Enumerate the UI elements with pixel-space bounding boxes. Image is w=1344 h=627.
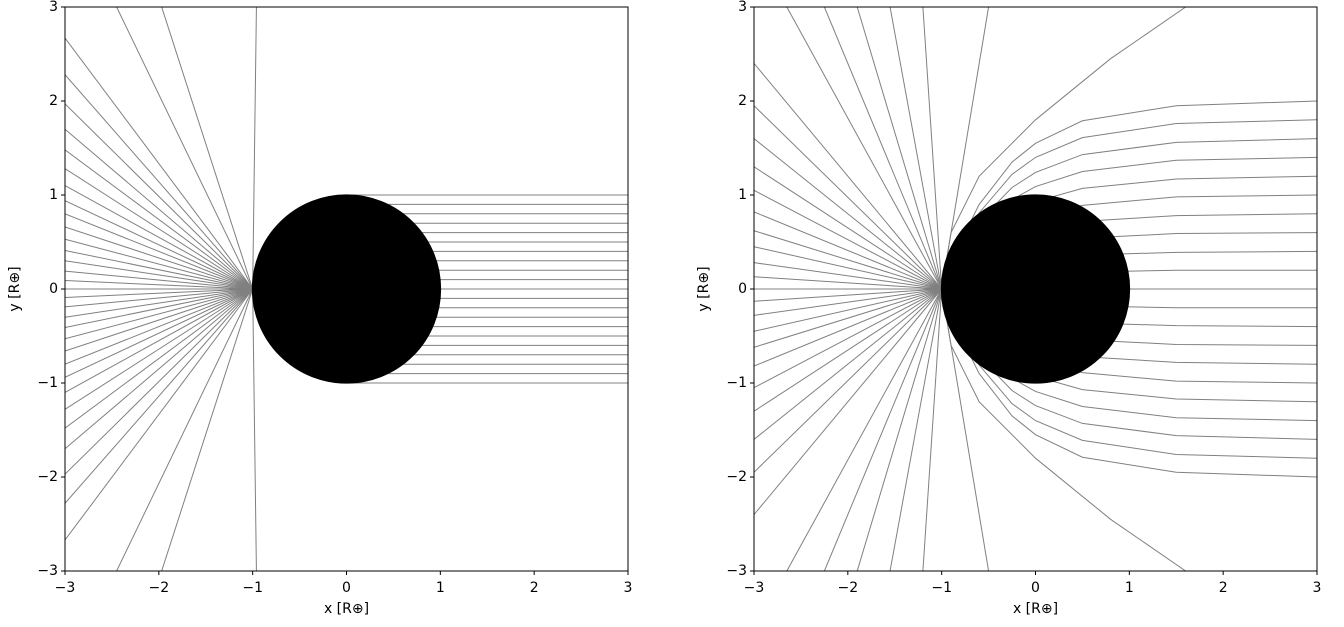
- x-tick-label: 0: [342, 580, 351, 596]
- field-line: [65, 201, 253, 289]
- field-line: [754, 289, 942, 515]
- field-line: [65, 104, 253, 289]
- field-line: [253, 289, 257, 571]
- field-line: [117, 7, 253, 289]
- y-tick-label: −1: [37, 375, 58, 391]
- panel: −3 −2 −1 0 1 2 3 −3 −2 −1 0 1 2 3 x [R⊕] y [R⊕]: [696, 0, 1321, 617]
- field-line: [65, 169, 253, 289]
- field-line: [754, 167, 942, 289]
- earth: [942, 195, 1130, 392]
- x-tick-label: 2: [1219, 580, 1228, 596]
- page: {"chart_data": [ {"type": "line", "color…: [0, 0, 1344, 627]
- x-axis-label: x [R⊕]: [1013, 601, 1058, 617]
- field-line: [824, 289, 941, 571]
- field-line: [923, 289, 942, 571]
- field-line: [65, 289, 253, 409]
- plot-area: [65, 7, 628, 571]
- y-tick-label: 1: [738, 187, 747, 203]
- field-line: [787, 289, 942, 571]
- x-tick-label: −3: [744, 580, 765, 596]
- coastline: [328, 247, 339, 259]
- field-line: [65, 150, 253, 289]
- field-line: [923, 7, 942, 289]
- x-tick-label: −2: [838, 580, 859, 596]
- earth: [253, 195, 441, 392]
- field-line: [253, 7, 257, 289]
- y-tick-label: −3: [37, 563, 58, 579]
- y-tick-label: −1: [726, 375, 747, 391]
- x-tick-label: −1: [242, 580, 263, 596]
- figure: −3 −2 −1 0 1 2 3 −3 −2 −1 0 1 2 3 x [R⊕] y [R⊕] −3 −2 −1 0 1…: [0, 0, 1344, 627]
- x-tick-label: −3: [55, 580, 76, 596]
- field-line: [857, 7, 941, 289]
- coastline: [1017, 247, 1028, 259]
- panel: −3 −2 −1 0 1 2 3 −3 −2 −1 0 1 2 3 x [R⊕] y [R⊕]: [7, 0, 632, 617]
- field-line: [65, 289, 253, 474]
- continents: [257, 209, 440, 392]
- x-axis-label: x [R⊕]: [324, 601, 369, 617]
- field-line: [65, 289, 253, 428]
- y-tick-label: 2: [49, 93, 58, 109]
- field-line: [857, 289, 941, 571]
- field-line: [65, 75, 253, 289]
- field-line: [65, 289, 253, 503]
- y-axis-label: y [R⊕]: [696, 266, 712, 311]
- x-tick-label: 1: [1125, 580, 1134, 596]
- x-tick-label: 3: [624, 580, 633, 596]
- y-tick-label: 1: [49, 187, 58, 203]
- x-tick-label: −2: [149, 580, 170, 596]
- y-tick-label: 0: [49, 281, 58, 297]
- field-line: [754, 212, 942, 289]
- x-tick-label: 2: [530, 580, 539, 596]
- field-line: [754, 289, 942, 366]
- y-tick-label: 3: [738, 0, 747, 15]
- y-tick-label: 2: [738, 93, 747, 109]
- y-tick-label: −2: [37, 469, 58, 485]
- y-tick-label: 0: [738, 281, 747, 297]
- field-line: [754, 289, 942, 411]
- field-line: [117, 289, 253, 571]
- field-line: [754, 63, 942, 289]
- field-line: [824, 7, 941, 289]
- y-tick-label: −3: [726, 563, 747, 579]
- field-line: [787, 7, 942, 289]
- y-tick-label: −2: [726, 469, 747, 485]
- continents: [946, 209, 1129, 392]
- x-tick-label: 3: [1313, 580, 1322, 596]
- x-tick-label: 1: [436, 580, 445, 596]
- field-line: [65, 289, 253, 377]
- plot-area: [754, 7, 1317, 571]
- x-tick-label: −1: [931, 580, 952, 596]
- y-tick-label: 3: [49, 0, 58, 15]
- x-tick-label: 0: [1031, 580, 1040, 596]
- y-axis-label: y [R⊕]: [7, 266, 23, 311]
